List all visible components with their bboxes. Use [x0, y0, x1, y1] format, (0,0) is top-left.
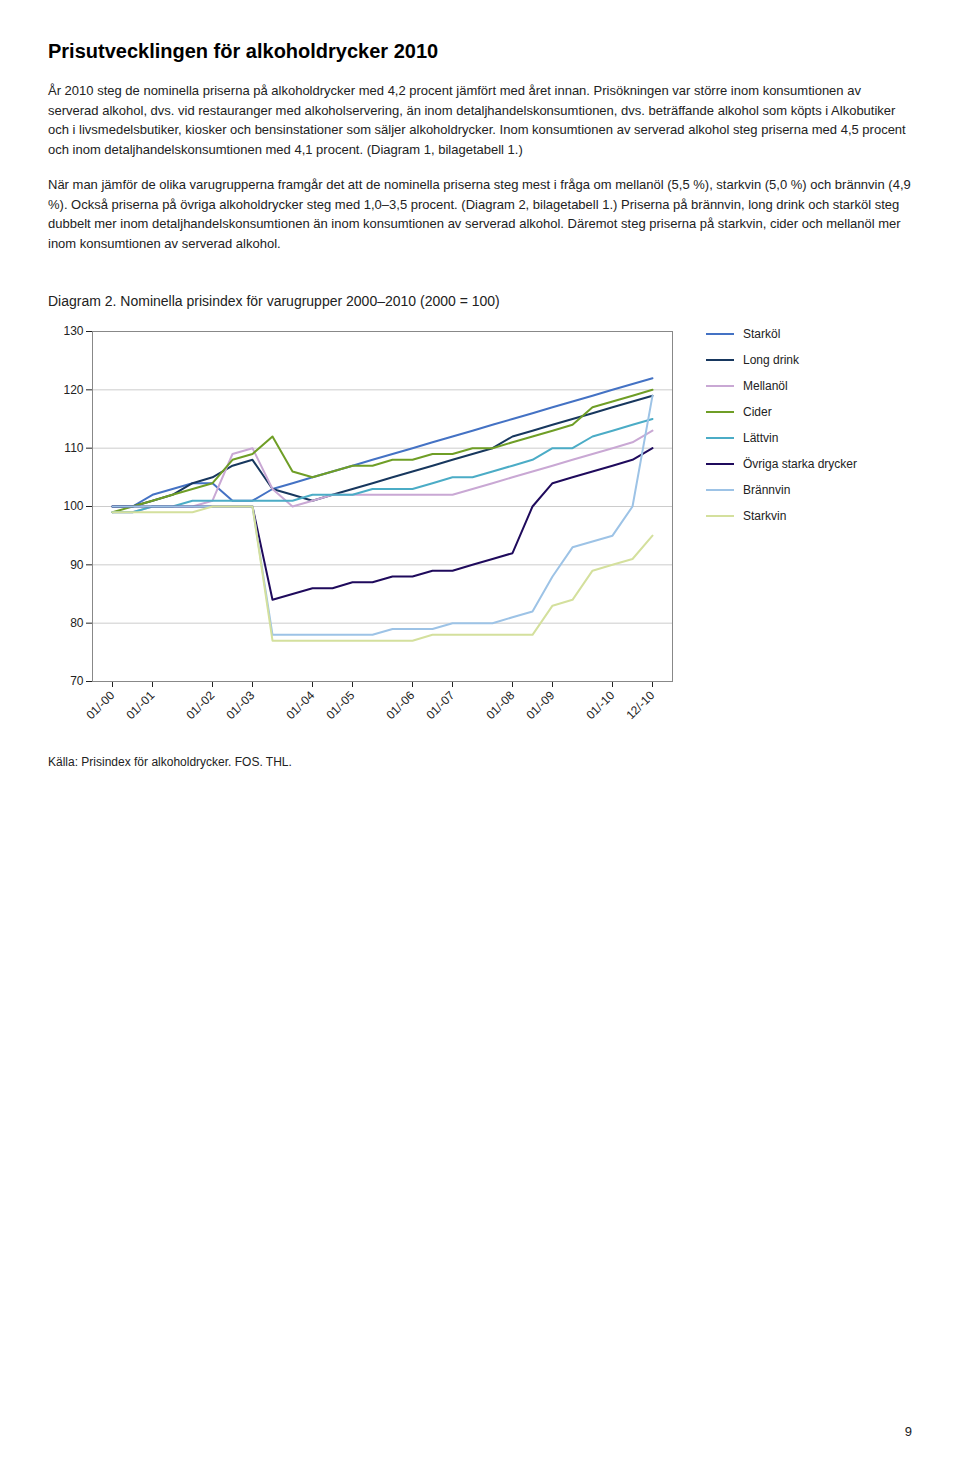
svg-text:110: 110 — [64, 441, 83, 455]
html-text:År 2010 steg de nominella pris: År 2010 steg de nominella priserna på al… — [48, 83, 906, 157]
html-text:Källa: Prisindex för alkoholdr: Källa: Prisindex för alkoholdrycker. FOS… — [48, 755, 292, 769]
svg-text:100: 100 — [63, 499, 83, 513]
html-text:Cider: Cider — [743, 405, 772, 419]
html-text:Brännvin: Brännvin — [743, 483, 791, 497]
svg-text:01/-07: 01/-07 — [423, 688, 457, 722]
svg-text:01/-04: 01/-04 — [283, 688, 317, 722]
svg-text:01/-02: 01/-02 — [183, 688, 217, 722]
html-text:Long drink: Long drink — [743, 353, 799, 367]
svg-text:80: 80 — [70, 616, 84, 630]
svg-text:01/-01: 01/-01 — [123, 688, 157, 722]
svg-text:01/-00: 01/-00 — [83, 688, 117, 722]
html-text:Diagram 2. Nominella prisindex: Diagram 2. Nominella prisindex för varug… — [48, 293, 500, 309]
html-text:Prisutvecklingen för alkoholdr: Prisutvecklingen för alkoholdrycker 2010 — [48, 40, 439, 62]
svg-text:01/-10: 01/-10 — [583, 688, 617, 722]
svg-text:01/-05: 01/-05 — [323, 688, 357, 722]
html-text:Starköl: Starköl — [743, 327, 781, 341]
svg-text:120: 120 — [63, 383, 83, 397]
html-text:Övriga starka drycker: Övriga starka drycker — [743, 457, 857, 471]
html-text:9: 9 — [904, 1424, 912, 1439]
html-text:Mellanöl: Mellanöl — [743, 379, 788, 393]
svg-text:01/-06: 01/-06 — [383, 688, 417, 722]
svg-text:70: 70 — [70, 674, 84, 688]
svg-text:01/-09: 01/-09 — [523, 688, 557, 722]
svg-text:90: 90 — [70, 558, 84, 572]
html-text:När man jämför de olika varugr: När man jämför de olika varugrupperna fr… — [48, 177, 911, 251]
svg-text:12/-10: 12/-10 — [623, 688, 657, 722]
svg-text:130: 130 — [63, 324, 83, 338]
html-text:Starkvin: Starkvin — [743, 509, 787, 523]
svg-text:01/-03: 01/-03 — [223, 688, 257, 722]
html-text:Lättvin: Lättvin — [743, 431, 779, 445]
svg-text:01/-08: 01/-08 — [483, 688, 517, 722]
